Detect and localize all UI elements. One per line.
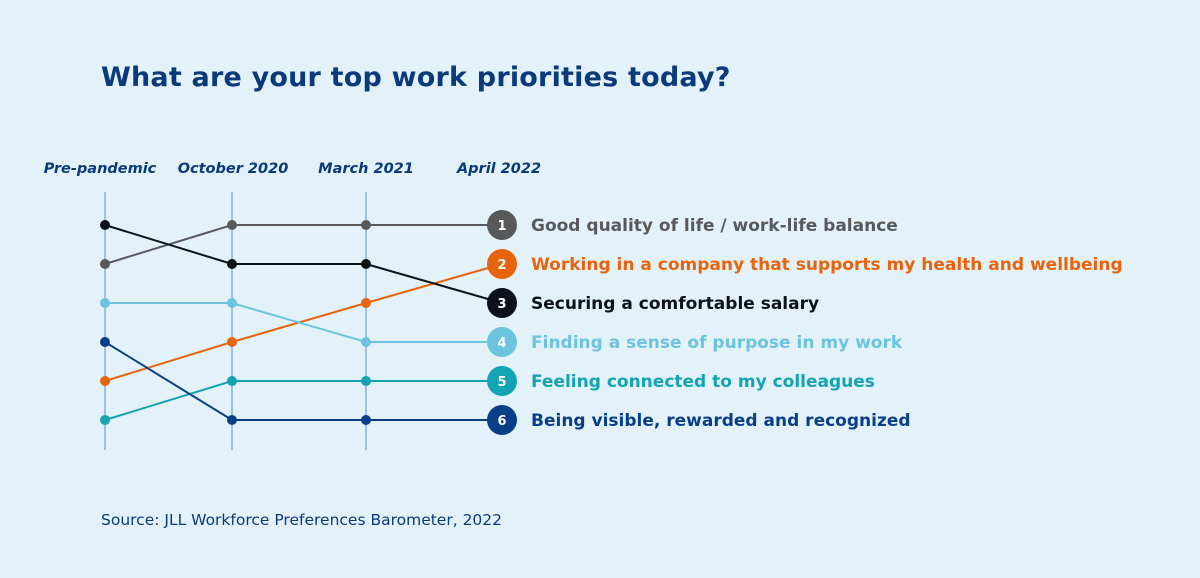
series-line-1 <box>104 224 502 265</box>
rank-badge <box>487 249 517 279</box>
period-label: March 2021 <box>318 161 414 177</box>
data-point <box>361 298 371 308</box>
period-label: Pre-pandemic <box>44 161 157 177</box>
rank-badge <box>487 288 517 318</box>
data-point <box>361 415 371 425</box>
period-label: October 2020 <box>178 161 289 177</box>
series-label: Finding a sense of purpose in my work <box>531 333 903 353</box>
data-point <box>100 376 110 386</box>
series-line-2 <box>104 263 503 382</box>
rank-badge <box>487 327 517 357</box>
series-line-3 <box>104 224 503 304</box>
period-label: April 2022 <box>456 161 541 177</box>
data-point <box>361 220 371 230</box>
data-point <box>100 415 110 425</box>
chart-title: What are your top work priorities today? <box>101 62 731 93</box>
rank-badge-number: 6 <box>497 414 506 429</box>
data-point <box>227 298 237 308</box>
series-lines <box>104 224 503 421</box>
data-point <box>361 259 371 269</box>
series-line-6 <box>104 341 502 421</box>
rank-badge-number: 2 <box>497 258 506 273</box>
rank-badges: 1 2 3 4 5 6 <box>487 210 517 435</box>
series-label: Securing a comfortable salary <box>531 294 819 314</box>
data-point <box>227 415 237 425</box>
data-point <box>100 259 110 269</box>
data-point <box>361 376 371 386</box>
series-label: Working in a company that supports my he… <box>531 255 1123 275</box>
data-point <box>227 376 237 386</box>
period-labels: Pre-pandemic October 2020 March 2021 April … <box>44 161 541 177</box>
series-line-5 <box>104 380 502 421</box>
rank-badge-number: 3 <box>497 297 506 312</box>
series-label: Feeling connected to my colleagues <box>531 372 875 392</box>
rank-badge <box>487 366 517 396</box>
rank-badge-number: 4 <box>497 336 506 351</box>
source-note: Source: JLL Workforce Preferences Barome… <box>101 511 503 529</box>
data-point <box>227 259 237 269</box>
data-point <box>100 220 110 230</box>
data-point <box>227 220 237 230</box>
data-point <box>361 337 371 347</box>
data-point <box>100 337 110 347</box>
series-labels: Good quality of life / work-life balance… <box>531 216 1123 431</box>
period-gridlines <box>104 192 367 450</box>
series-label: Good quality of life / work-life balance <box>531 216 898 236</box>
series-label: Being visible, rewarded and recognized <box>531 411 911 431</box>
rank-badge-number: 5 <box>497 375 506 390</box>
rank-badge <box>487 405 517 435</box>
rank-badge <box>487 210 517 240</box>
series-points <box>100 220 371 425</box>
rank-badge-number: 1 <box>497 219 506 234</box>
series-line-4 <box>105 302 502 343</box>
data-point <box>100 298 110 308</box>
data-point <box>227 337 237 347</box>
